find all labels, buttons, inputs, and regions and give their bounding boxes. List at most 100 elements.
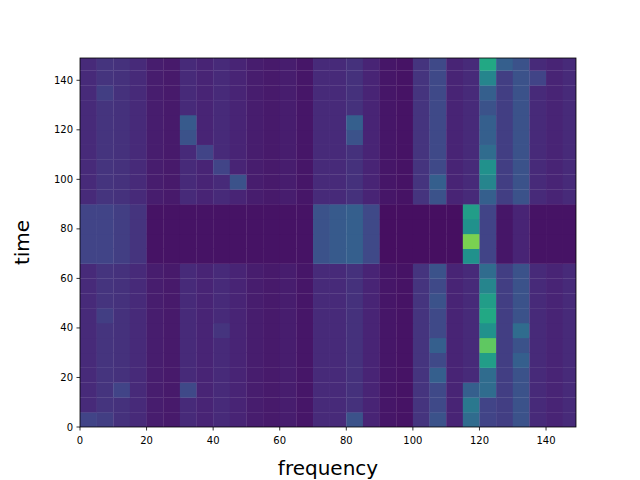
heatmap-cell (413, 204, 430, 219)
heatmap-cell (479, 160, 496, 175)
heatmap-cell (446, 293, 463, 308)
heatmap-cell (280, 308, 297, 323)
heatmap-cell (147, 145, 164, 160)
heatmap-cell (413, 308, 430, 323)
heatmap-cell (529, 85, 546, 100)
heatmap-cell (147, 204, 164, 219)
heatmap-cell (546, 308, 563, 323)
heatmap-cell (280, 100, 297, 115)
heatmap-cell (113, 382, 130, 397)
x-tick (546, 427, 547, 431)
heatmap-cell (413, 219, 430, 234)
heatmap-cell (463, 145, 480, 160)
heatmap-cell (430, 353, 447, 368)
heatmap-cell (97, 382, 114, 397)
heatmap-cell (479, 412, 496, 427)
heatmap-cell (246, 368, 263, 383)
heatmap-cell (396, 204, 413, 219)
heatmap-cell (363, 204, 380, 219)
heatmap-cell (330, 204, 347, 219)
heatmap-cell (396, 323, 413, 338)
heatmap-cell (563, 174, 576, 189)
heatmap-cell (296, 204, 313, 219)
heatmap-cell (546, 145, 563, 160)
heatmap-cell (496, 115, 513, 130)
heatmap-cell (130, 264, 147, 279)
heatmap-cell (330, 368, 347, 383)
heatmap-cell (263, 338, 280, 353)
heatmap-cell (396, 264, 413, 279)
heatmap-cell (246, 278, 263, 293)
heatmap-cell (330, 308, 347, 323)
heatmap-cell (430, 189, 447, 204)
heatmap-cell (430, 338, 447, 353)
heatmap-cell (180, 382, 197, 397)
heatmap-cell (296, 264, 313, 279)
heatmap-cell (529, 264, 546, 279)
heatmap-cell (180, 234, 197, 249)
heatmap-cell (496, 382, 513, 397)
heatmap-cell (396, 293, 413, 308)
heatmap-cell (396, 189, 413, 204)
heatmap-cell (479, 115, 496, 130)
heatmap-cell (130, 338, 147, 353)
heatmap-cell (396, 219, 413, 234)
heatmap-cell (330, 160, 347, 175)
heatmap-cell (463, 85, 480, 100)
x-tick-label: 60 (273, 435, 286, 446)
heatmap-cell (97, 204, 114, 219)
heatmap-cell (430, 249, 447, 264)
heatmap-cell (263, 382, 280, 397)
y-tick (77, 129, 81, 130)
heatmap-cell (213, 323, 230, 338)
heatmap-cell (330, 264, 347, 279)
heatmap-cell (280, 70, 297, 85)
heatmap-cell (230, 382, 247, 397)
heatmap-cell (496, 100, 513, 115)
heatmap-cell (563, 338, 576, 353)
heatmap-cell (180, 189, 197, 204)
heatmap-cell (263, 264, 280, 279)
heatmap-cell (147, 264, 164, 279)
heatmap-cell (413, 412, 430, 427)
heatmap-cell (246, 145, 263, 160)
heatmap-cell (446, 308, 463, 323)
heatmap-cell (296, 234, 313, 249)
heatmap-cell (113, 264, 130, 279)
heatmap-cell (263, 130, 280, 145)
heatmap-cell (496, 204, 513, 219)
heatmap-cell (213, 412, 230, 427)
heatmap-cell (180, 397, 197, 412)
heatmap-cell (263, 308, 280, 323)
heatmap-cell (180, 58, 197, 71)
heatmap-cell (113, 174, 130, 189)
heatmap-cell (280, 174, 297, 189)
heatmap-cell (280, 234, 297, 249)
heatmap-cell (563, 412, 576, 427)
heatmap-cell (413, 189, 430, 204)
heatmap-cell (529, 308, 546, 323)
heatmap-cell (396, 412, 413, 427)
heatmap-cell (230, 145, 247, 160)
heatmap-cell (213, 145, 230, 160)
heatmap-cell (346, 397, 363, 412)
heatmap-cell (230, 353, 247, 368)
heatmap-cell (280, 130, 297, 145)
heatmap-cell (80, 174, 97, 189)
heatmap-cell (230, 58, 247, 71)
heatmap-cell (446, 115, 463, 130)
heatmap-cell (396, 308, 413, 323)
heatmap-cell (496, 249, 513, 264)
heatmap-cell (296, 189, 313, 204)
heatmap-cell (130, 249, 147, 264)
heatmap-cell (197, 70, 214, 85)
heatmap-cell (463, 130, 480, 145)
heatmap-cell (230, 100, 247, 115)
heatmap-cell (479, 368, 496, 383)
heatmap-cell (380, 412, 397, 427)
heatmap-cell (197, 264, 214, 279)
heatmap-cell (463, 160, 480, 175)
y-tick-label: 60 (60, 273, 73, 284)
heatmap-cell (396, 278, 413, 293)
heatmap-cell (330, 397, 347, 412)
